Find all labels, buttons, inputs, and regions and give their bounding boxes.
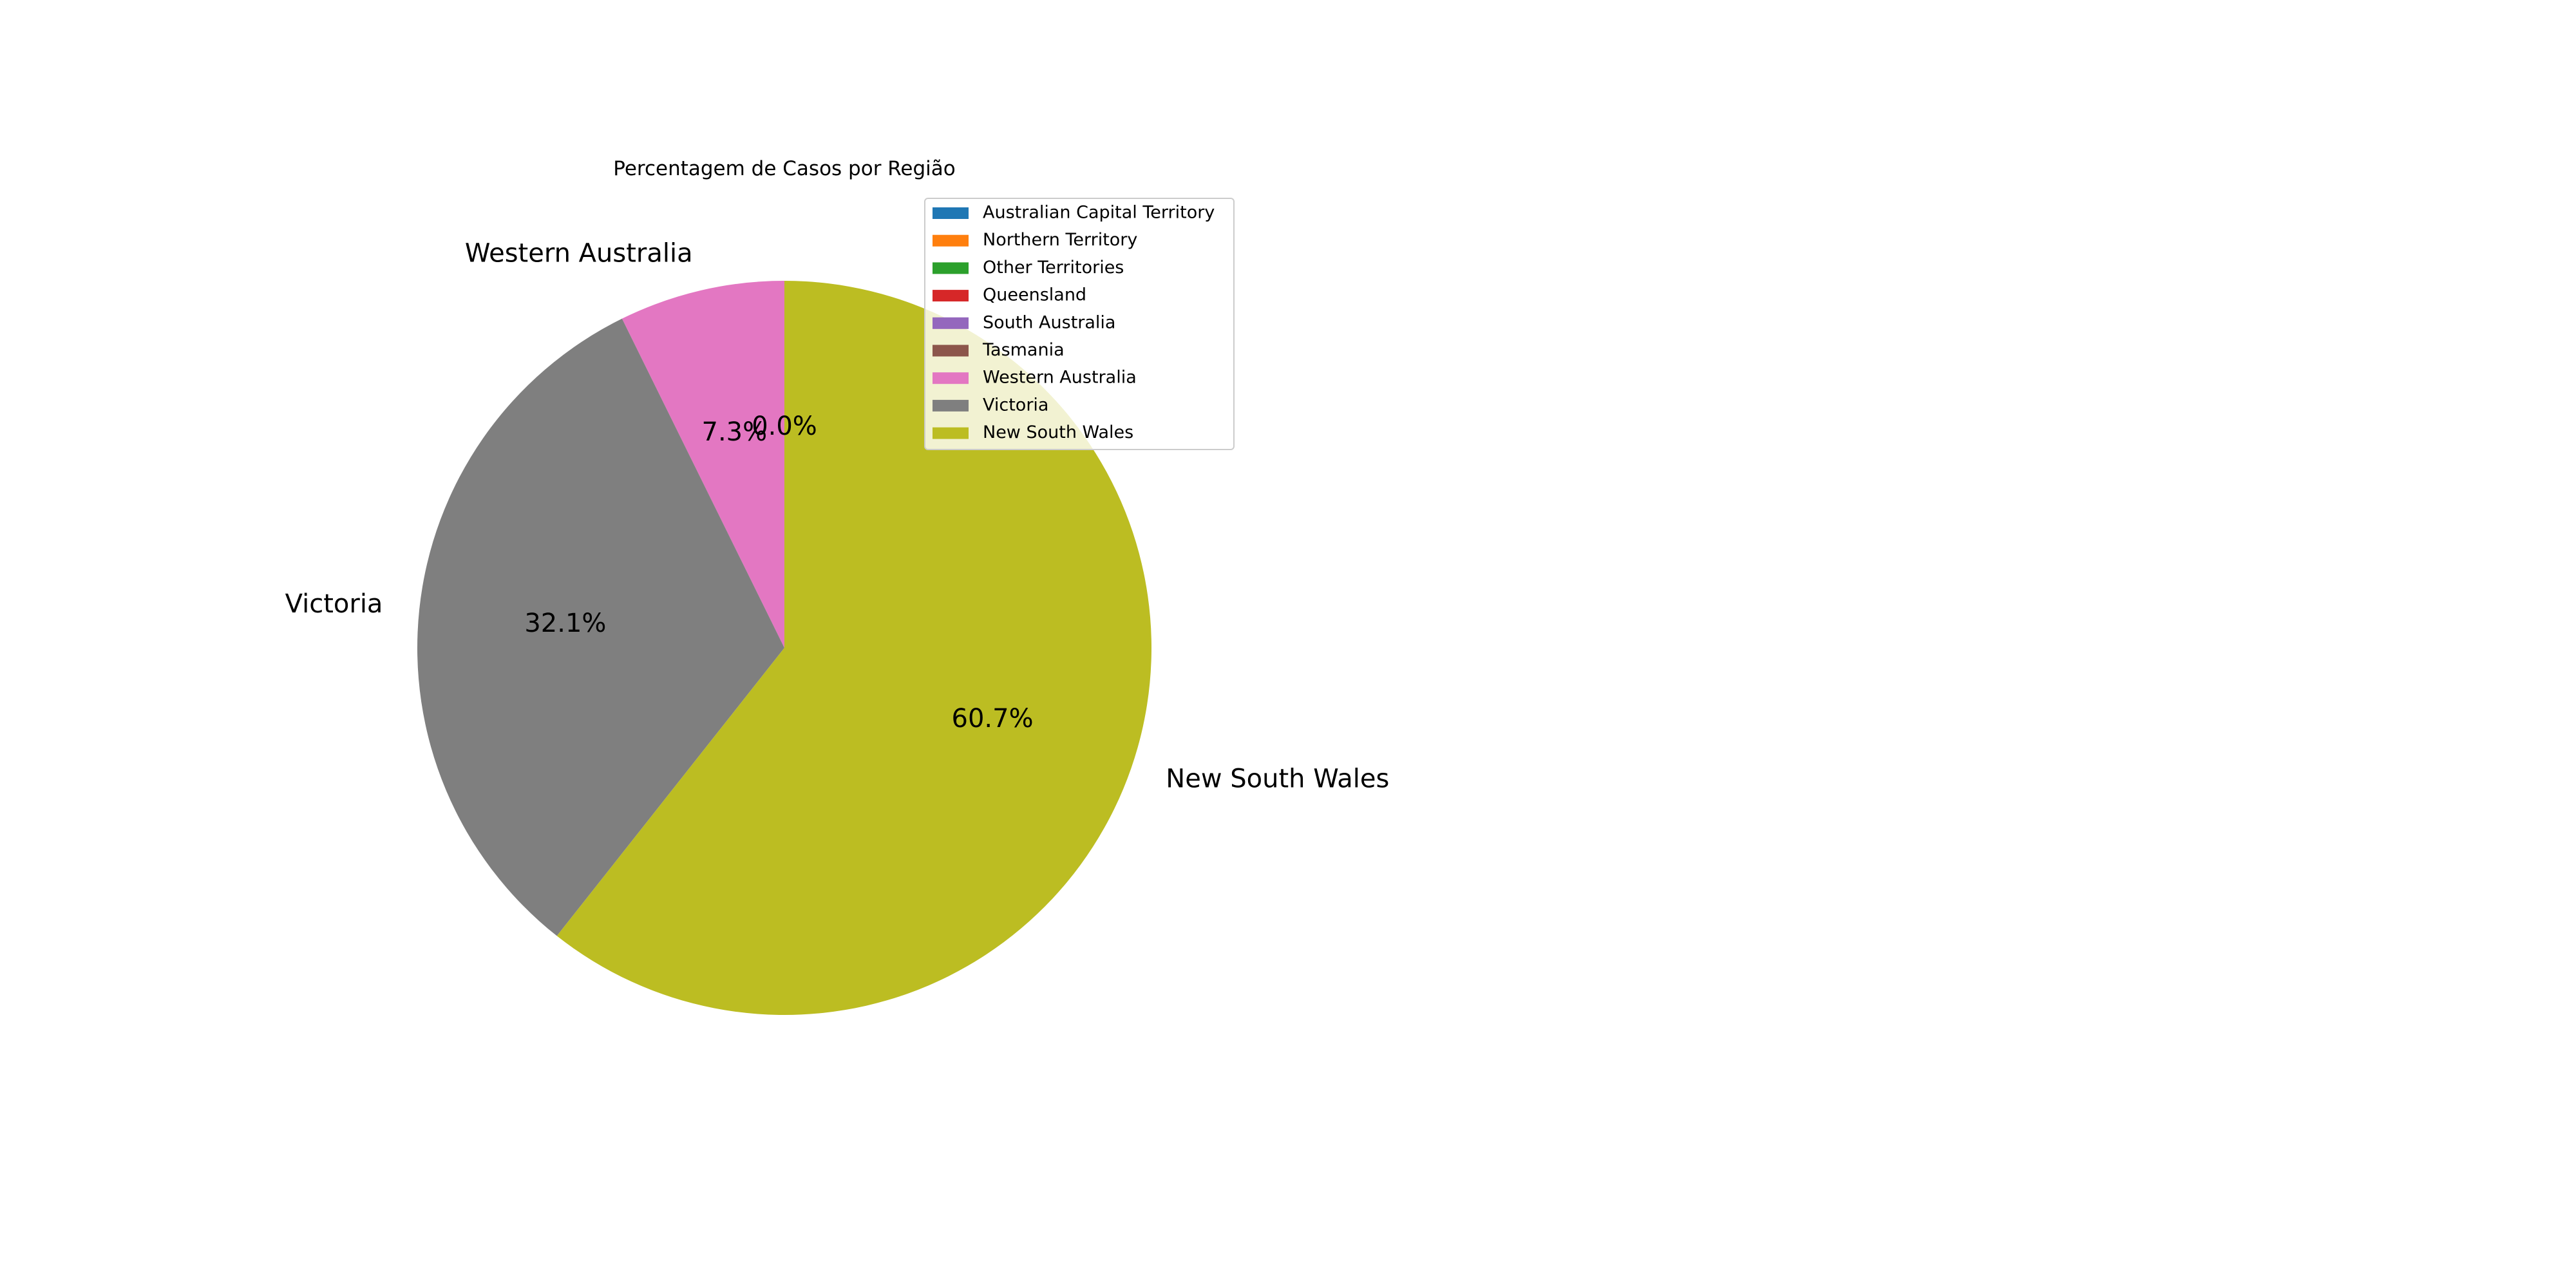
legend-swatch-western-australia (933, 372, 969, 384)
legend: Australian Capital Territory Northern Ter… (924, 198, 1235, 450)
legend-swatch-other-territories (933, 262, 969, 274)
legend-label-western-australia: Western Australia (983, 368, 1137, 388)
pie-outer-labels: Western Australia Victoria New South Wales (285, 238, 1390, 793)
legend-label-australian-capital-territory: Australian Capital Territory (983, 203, 1215, 223)
slice-label-western-australia: Western Australia (465, 238, 693, 268)
legend-label-tasmania: Tasmania (982, 340, 1065, 360)
pct-label-western-australia: 7.3% (702, 417, 768, 447)
pie-slice-victoria (417, 318, 784, 936)
pie-slice-new-south-wales (556, 281, 1151, 1015)
legend-items: Australian Capital Territory Northern Ter… (933, 203, 1215, 442)
pie-wedges (417, 281, 1151, 1015)
legend-swatch-south-australia (933, 317, 969, 329)
legend-swatch-northern-territory (933, 234, 969, 247)
legend-swatch-australian-capital-territory (933, 207, 969, 219)
legend-label-queensland: Queensland (983, 285, 1086, 305)
slice-label-new-south-wales: New South Wales (1166, 764, 1389, 794)
pct-label-new-south-wales: 60.7% (952, 704, 1034, 734)
legend-swatch-new-south-wales (933, 427, 969, 439)
legend-label-northern-territory: Northern Territory (983, 230, 1137, 250)
pct-label-victoria: 32.1% (524, 609, 606, 638)
zero-pct-label: 0.0% (752, 412, 817, 441)
pie-slice-western-australia (621, 281, 784, 648)
legend-label-south-australia: South Australia (983, 312, 1115, 332)
legend-swatch-tasmania (933, 345, 969, 357)
pie-pct-labels: 7.3% 32.1% 60.7% (524, 417, 1033, 734)
legend-label-new-south-wales: New South Wales (983, 422, 1133, 442)
legend-frame (924, 198, 1235, 450)
chart-title: Percentagem de Casos por Região (613, 157, 956, 180)
legend-label-other-territories: Other Territories (983, 258, 1124, 278)
legend-swatch-queensland (933, 290, 969, 302)
legend-swatch-victoria (933, 399, 969, 412)
legend-label-victoria: Victoria (983, 395, 1048, 415)
slice-label-victoria: Victoria (285, 589, 383, 619)
